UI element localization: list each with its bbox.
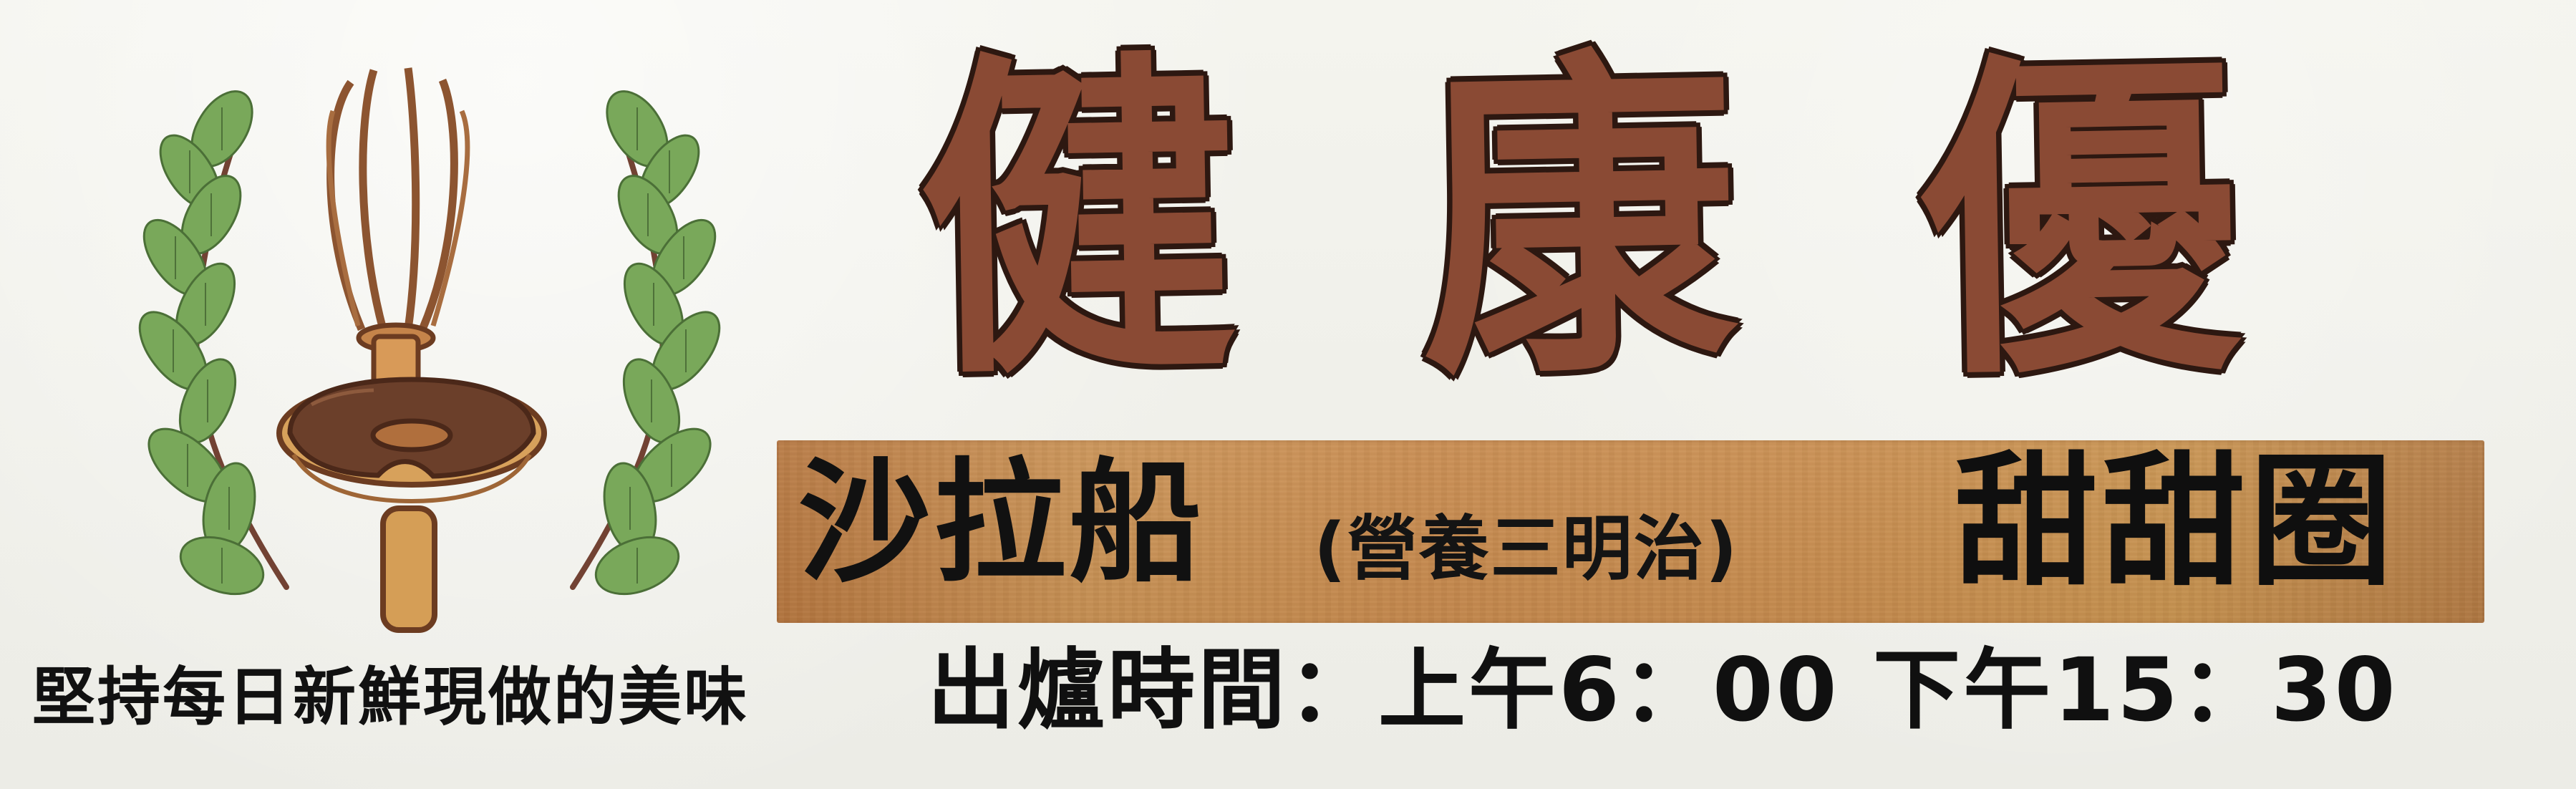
- slogan-text: 堅持每日新鮮現做的美味: [32, 660, 750, 734]
- menu-right-item: 甜甜圈: [1955, 439, 2398, 606]
- opening-hours: 出爐時間：上午6：00 下午15：30: [927, 639, 2398, 741]
- title-char: 康: [1417, 22, 1740, 421]
- title-char: 優: [1918, 22, 2242, 421]
- bakery-logo: [138, 67, 721, 633]
- laurel-icon: [570, 90, 721, 596]
- menu-sub-item: (營養三明治): [1314, 508, 1739, 590]
- menu-banner: [777, 440, 2484, 623]
- menu-main-item: 沙拉船: [798, 445, 1204, 600]
- whisk-icon: [326, 67, 470, 633]
- title-char: 健: [916, 22, 1239, 421]
- laurel-icon: [138, 90, 289, 596]
- donut-icon: [276, 377, 547, 504]
- shop-title: 健 康 優: [909, 0, 2248, 451]
